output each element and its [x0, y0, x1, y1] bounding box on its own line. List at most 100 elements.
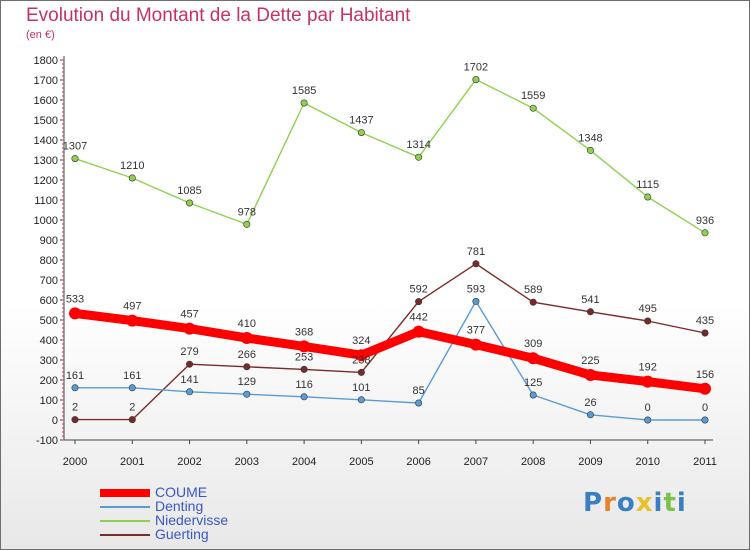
y-tick: 1400	[34, 135, 64, 147]
data-label-coume: 324	[352, 335, 370, 347]
series-line-guerting	[74, 263, 706, 421]
y-tick: 700	[40, 275, 64, 287]
y-tick-label: 700	[40, 275, 58, 287]
data-point-niedervisse	[357, 129, 365, 137]
y-tick-label: 600	[40, 295, 58, 307]
data-label-denting: 101	[352, 382, 370, 394]
data-label-denting: 125	[524, 377, 542, 389]
data-label-denting: 129	[238, 376, 256, 388]
legend-swatch	[100, 489, 150, 497]
data-label-denting: 26	[584, 397, 596, 409]
logo-letter: i	[653, 488, 664, 518]
data-label-denting: 593	[467, 283, 485, 295]
data-point-denting	[243, 390, 251, 398]
data-point-niedervisse	[243, 220, 251, 228]
x-tick: 2009	[578, 440, 603, 468]
y-tick: 200	[40, 375, 64, 387]
data-point-niedervisse	[71, 155, 79, 163]
data-label-guerting: 495	[639, 303, 657, 315]
data-point-niedervisse	[186, 199, 194, 207]
y-tick-label: 1200	[34, 175, 58, 187]
data-label-coume: 442	[409, 312, 427, 324]
y-tick-label: 1500	[34, 115, 58, 127]
x-tick-label: 2011	[693, 456, 717, 468]
data-label-guerting: 238	[352, 354, 370, 366]
data-point-guerting	[701, 329, 709, 337]
data-point-denting	[186, 388, 194, 396]
data-label-guerting: 253	[295, 351, 313, 363]
series-line-denting	[74, 300, 706, 421]
y-tick: 0	[52, 415, 64, 427]
y-tick: 500	[40, 315, 64, 327]
x-tick: 2006	[406, 440, 431, 468]
x-tick: 2003	[235, 440, 259, 468]
data-label-niedervisse: 1559	[521, 90, 545, 102]
data-label-coume: 377	[467, 325, 485, 337]
data-point-coume	[641, 375, 654, 388]
data-label-guerting: 781	[467, 246, 485, 258]
y-tick: 800	[40, 255, 64, 267]
y-tick: 1100	[34, 195, 64, 207]
data-point-guerting	[472, 260, 480, 268]
x-tick-label: 2009	[578, 456, 602, 468]
legend-swatch	[100, 520, 150, 522]
logo-letter: x	[635, 488, 654, 518]
data-label-denting: 85	[413, 385, 425, 397]
data-point-coume	[183, 322, 196, 335]
y-tick-label: 100	[40, 395, 58, 407]
data-point-coume	[355, 349, 368, 362]
data-point-guerting	[586, 308, 594, 316]
data-point-guerting	[128, 416, 136, 424]
data-point-guerting	[529, 298, 537, 306]
data-point-guerting	[300, 365, 308, 373]
x-tick: 2004	[292, 440, 316, 468]
y-tick: 1700	[34, 75, 64, 87]
legend-swatch	[100, 506, 150, 508]
data-point-denting	[586, 411, 594, 419]
series-line-coume	[70, 308, 710, 394]
y-tick: 100	[40, 395, 64, 407]
data-label-denting: 161	[66, 370, 84, 382]
data-label-coume: 156	[696, 369, 714, 381]
data-point-coume	[126, 314, 139, 327]
y-tick-label: 1300	[34, 155, 58, 167]
data-label-denting: 161	[123, 370, 141, 382]
y-tick: 1600	[34, 95, 64, 107]
data-label-coume: 410	[238, 318, 256, 330]
data-label-niedervisse: 1085	[177, 185, 201, 197]
data-label-niedervisse: 1702	[464, 62, 488, 74]
y-tick-label: 300	[40, 355, 58, 367]
x-tick-label: 2000	[63, 456, 87, 468]
data-point-niedervisse	[472, 76, 480, 84]
data-point-niedervisse	[529, 104, 537, 112]
data-point-denting	[357, 396, 365, 404]
y-tick-label: 800	[40, 255, 58, 267]
data-label-niedervisse: 1314	[406, 139, 430, 151]
data-label-guerting: 541	[581, 294, 599, 306]
y-tick-label: 1800	[34, 55, 58, 67]
y-tick-label: -100	[36, 435, 58, 447]
y-tick-label: 1600	[34, 95, 58, 107]
y-tick: 1800	[34, 55, 64, 67]
y-tick-label: 1700	[34, 75, 58, 87]
y-tick-label: 500	[40, 315, 58, 327]
x-tick-label: 2001	[120, 456, 144, 468]
data-label-guerting: 2	[72, 402, 78, 414]
x-tick: 2002	[177, 440, 202, 468]
data-point-niedervisse	[644, 193, 652, 201]
data-label-niedervisse: 1307	[63, 141, 87, 153]
data-point-denting	[415, 399, 423, 407]
data-point-denting	[529, 391, 537, 399]
data-label-niedervisse: 978	[238, 206, 256, 218]
data-point-coume	[469, 338, 482, 351]
y-tick: 1200	[34, 175, 64, 187]
data-point-guerting	[415, 298, 423, 306]
data-label-guerting: 2	[129, 402, 135, 414]
data-label-niedervisse: 936	[696, 215, 714, 227]
y-tick-label: 900	[40, 235, 58, 247]
logo-letter: t	[663, 488, 677, 518]
data-point-coume	[69, 307, 81, 320]
logo-letter: r	[603, 488, 617, 518]
